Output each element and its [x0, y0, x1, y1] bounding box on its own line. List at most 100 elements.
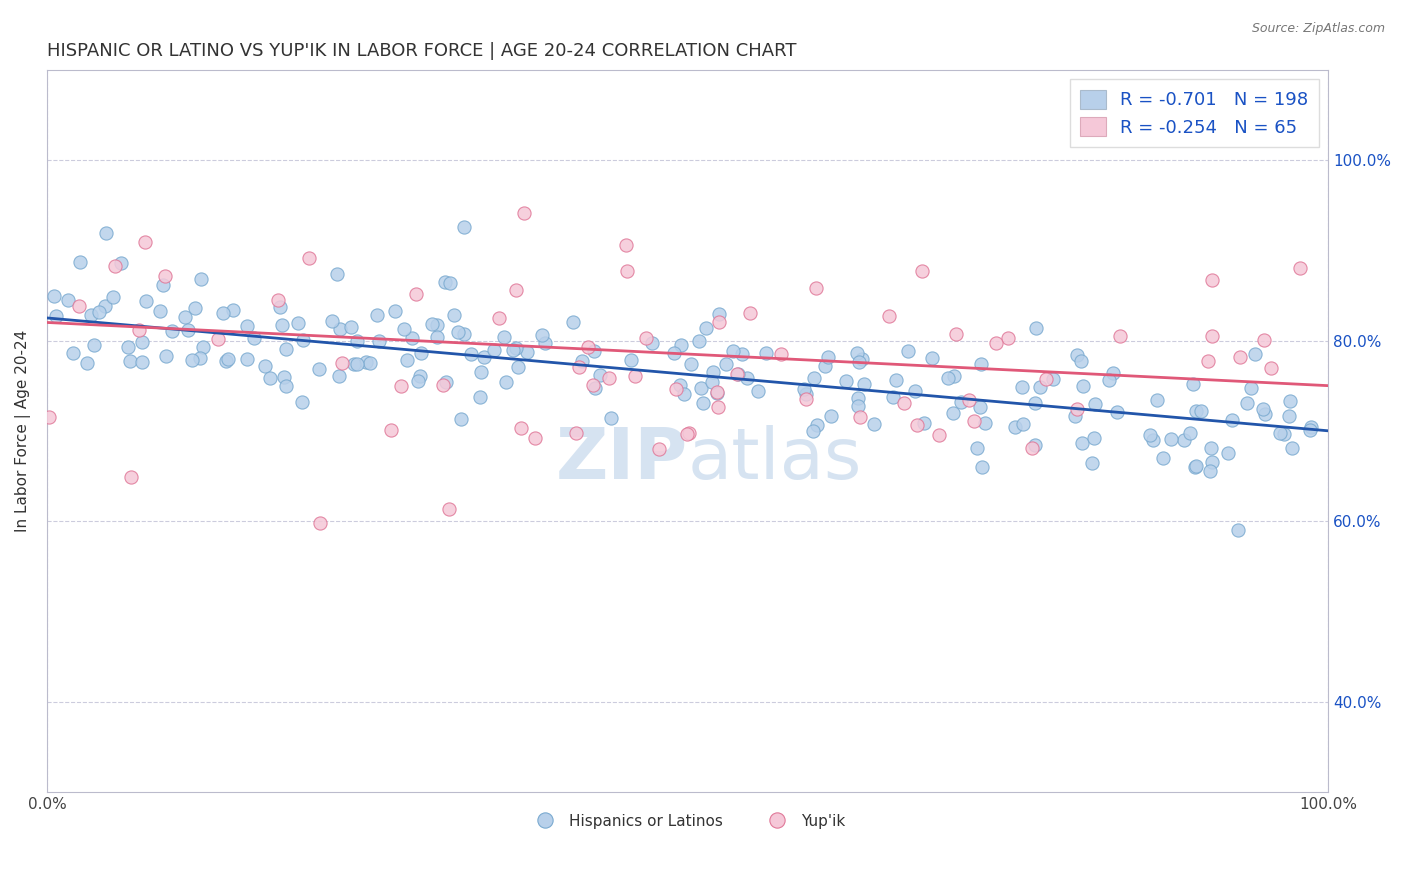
Point: [104, 259, 127, 273]
Point: [135, 293, 157, 308]
Point: [190, 272, 212, 286]
Point: [443, 308, 465, 322]
Point: [862, 417, 884, 431]
Point: [949, 395, 972, 409]
Point: [695, 320, 717, 334]
Point: [700, 375, 723, 389]
Point: [45, 310, 67, 324]
Point: [174, 310, 197, 324]
Point: [673, 386, 696, 401]
Point: [1197, 353, 1219, 368]
Point: [367, 334, 389, 349]
Point: [1244, 346, 1267, 360]
Point: [567, 359, 589, 374]
Point: [1004, 419, 1026, 434]
Point: [921, 351, 943, 365]
Point: [274, 343, 297, 357]
Point: [356, 355, 378, 369]
Point: [589, 368, 612, 382]
Point: [117, 340, 139, 354]
Point: [1107, 404, 1129, 418]
Point: [820, 409, 842, 424]
Point: [1185, 458, 1208, 473]
Point: [702, 365, 724, 379]
Point: [905, 417, 928, 432]
Point: [508, 359, 530, 374]
Point: [80, 308, 103, 322]
Point: [565, 426, 588, 441]
Point: [291, 333, 314, 347]
Point: [1220, 413, 1243, 427]
Point: [846, 346, 869, 360]
Point: [392, 321, 415, 335]
Point: [1102, 367, 1125, 381]
Point: [986, 335, 1008, 350]
Point: [96, 226, 118, 240]
Point: [273, 369, 295, 384]
Point: [89, 305, 111, 319]
Point: [1253, 334, 1275, 348]
Point: [851, 352, 873, 367]
Point: [1260, 360, 1282, 375]
Text: HISPANIC OR LATINO VS YUP'IK IN LABOR FORCE | AGE 20-24 CORRELATION CHART: HISPANIC OR LATINO VS YUP'IK IN LABOR FO…: [46, 42, 796, 60]
Point: [769, 347, 792, 361]
Point: [1236, 396, 1258, 410]
Point: [911, 264, 934, 278]
Point: [120, 353, 142, 368]
Point: [877, 309, 900, 323]
Point: [973, 416, 995, 430]
Point: [160, 325, 183, 339]
Point: [516, 345, 538, 359]
Point: [793, 382, 815, 396]
Point: [94, 299, 117, 313]
Point: [405, 286, 427, 301]
Point: [1254, 407, 1277, 421]
Point: [1109, 329, 1132, 343]
Point: [614, 237, 637, 252]
Point: [1299, 423, 1322, 437]
Point: [236, 352, 259, 367]
Point: [131, 355, 153, 369]
Point: [426, 318, 449, 332]
Point: [1066, 401, 1088, 416]
Point: [460, 347, 482, 361]
Point: [1142, 433, 1164, 447]
Point: [1011, 380, 1033, 394]
Point: [439, 276, 461, 290]
Point: [848, 409, 870, 424]
Point: [936, 371, 959, 385]
Point: [737, 370, 759, 384]
Point: [221, 302, 243, 317]
Point: [738, 306, 761, 320]
Point: [510, 421, 533, 435]
Y-axis label: In Labor Force | Age 20-24: In Labor Force | Age 20-24: [15, 330, 31, 532]
Point: [340, 319, 363, 334]
Point: [409, 368, 432, 383]
Point: [636, 331, 658, 345]
Point: [690, 381, 713, 395]
Point: [271, 318, 294, 332]
Point: [1160, 433, 1182, 447]
Point: [970, 357, 993, 371]
Point: [534, 335, 557, 350]
Point: [181, 353, 204, 368]
Point: [447, 325, 470, 339]
Point: [346, 357, 368, 371]
Point: [58, 293, 80, 307]
Point: [1272, 427, 1295, 442]
Point: [1184, 459, 1206, 474]
Point: [794, 392, 817, 407]
Point: [62, 345, 84, 359]
Point: [453, 219, 475, 234]
Point: [794, 386, 817, 401]
Point: [128, 323, 150, 337]
Point: [727, 368, 749, 382]
Point: [426, 329, 449, 343]
Point: [928, 427, 950, 442]
Point: [1185, 404, 1208, 418]
Point: [801, 424, 824, 438]
Point: [1146, 392, 1168, 407]
Point: [616, 264, 638, 278]
Point: [134, 235, 156, 249]
Point: [1251, 402, 1274, 417]
